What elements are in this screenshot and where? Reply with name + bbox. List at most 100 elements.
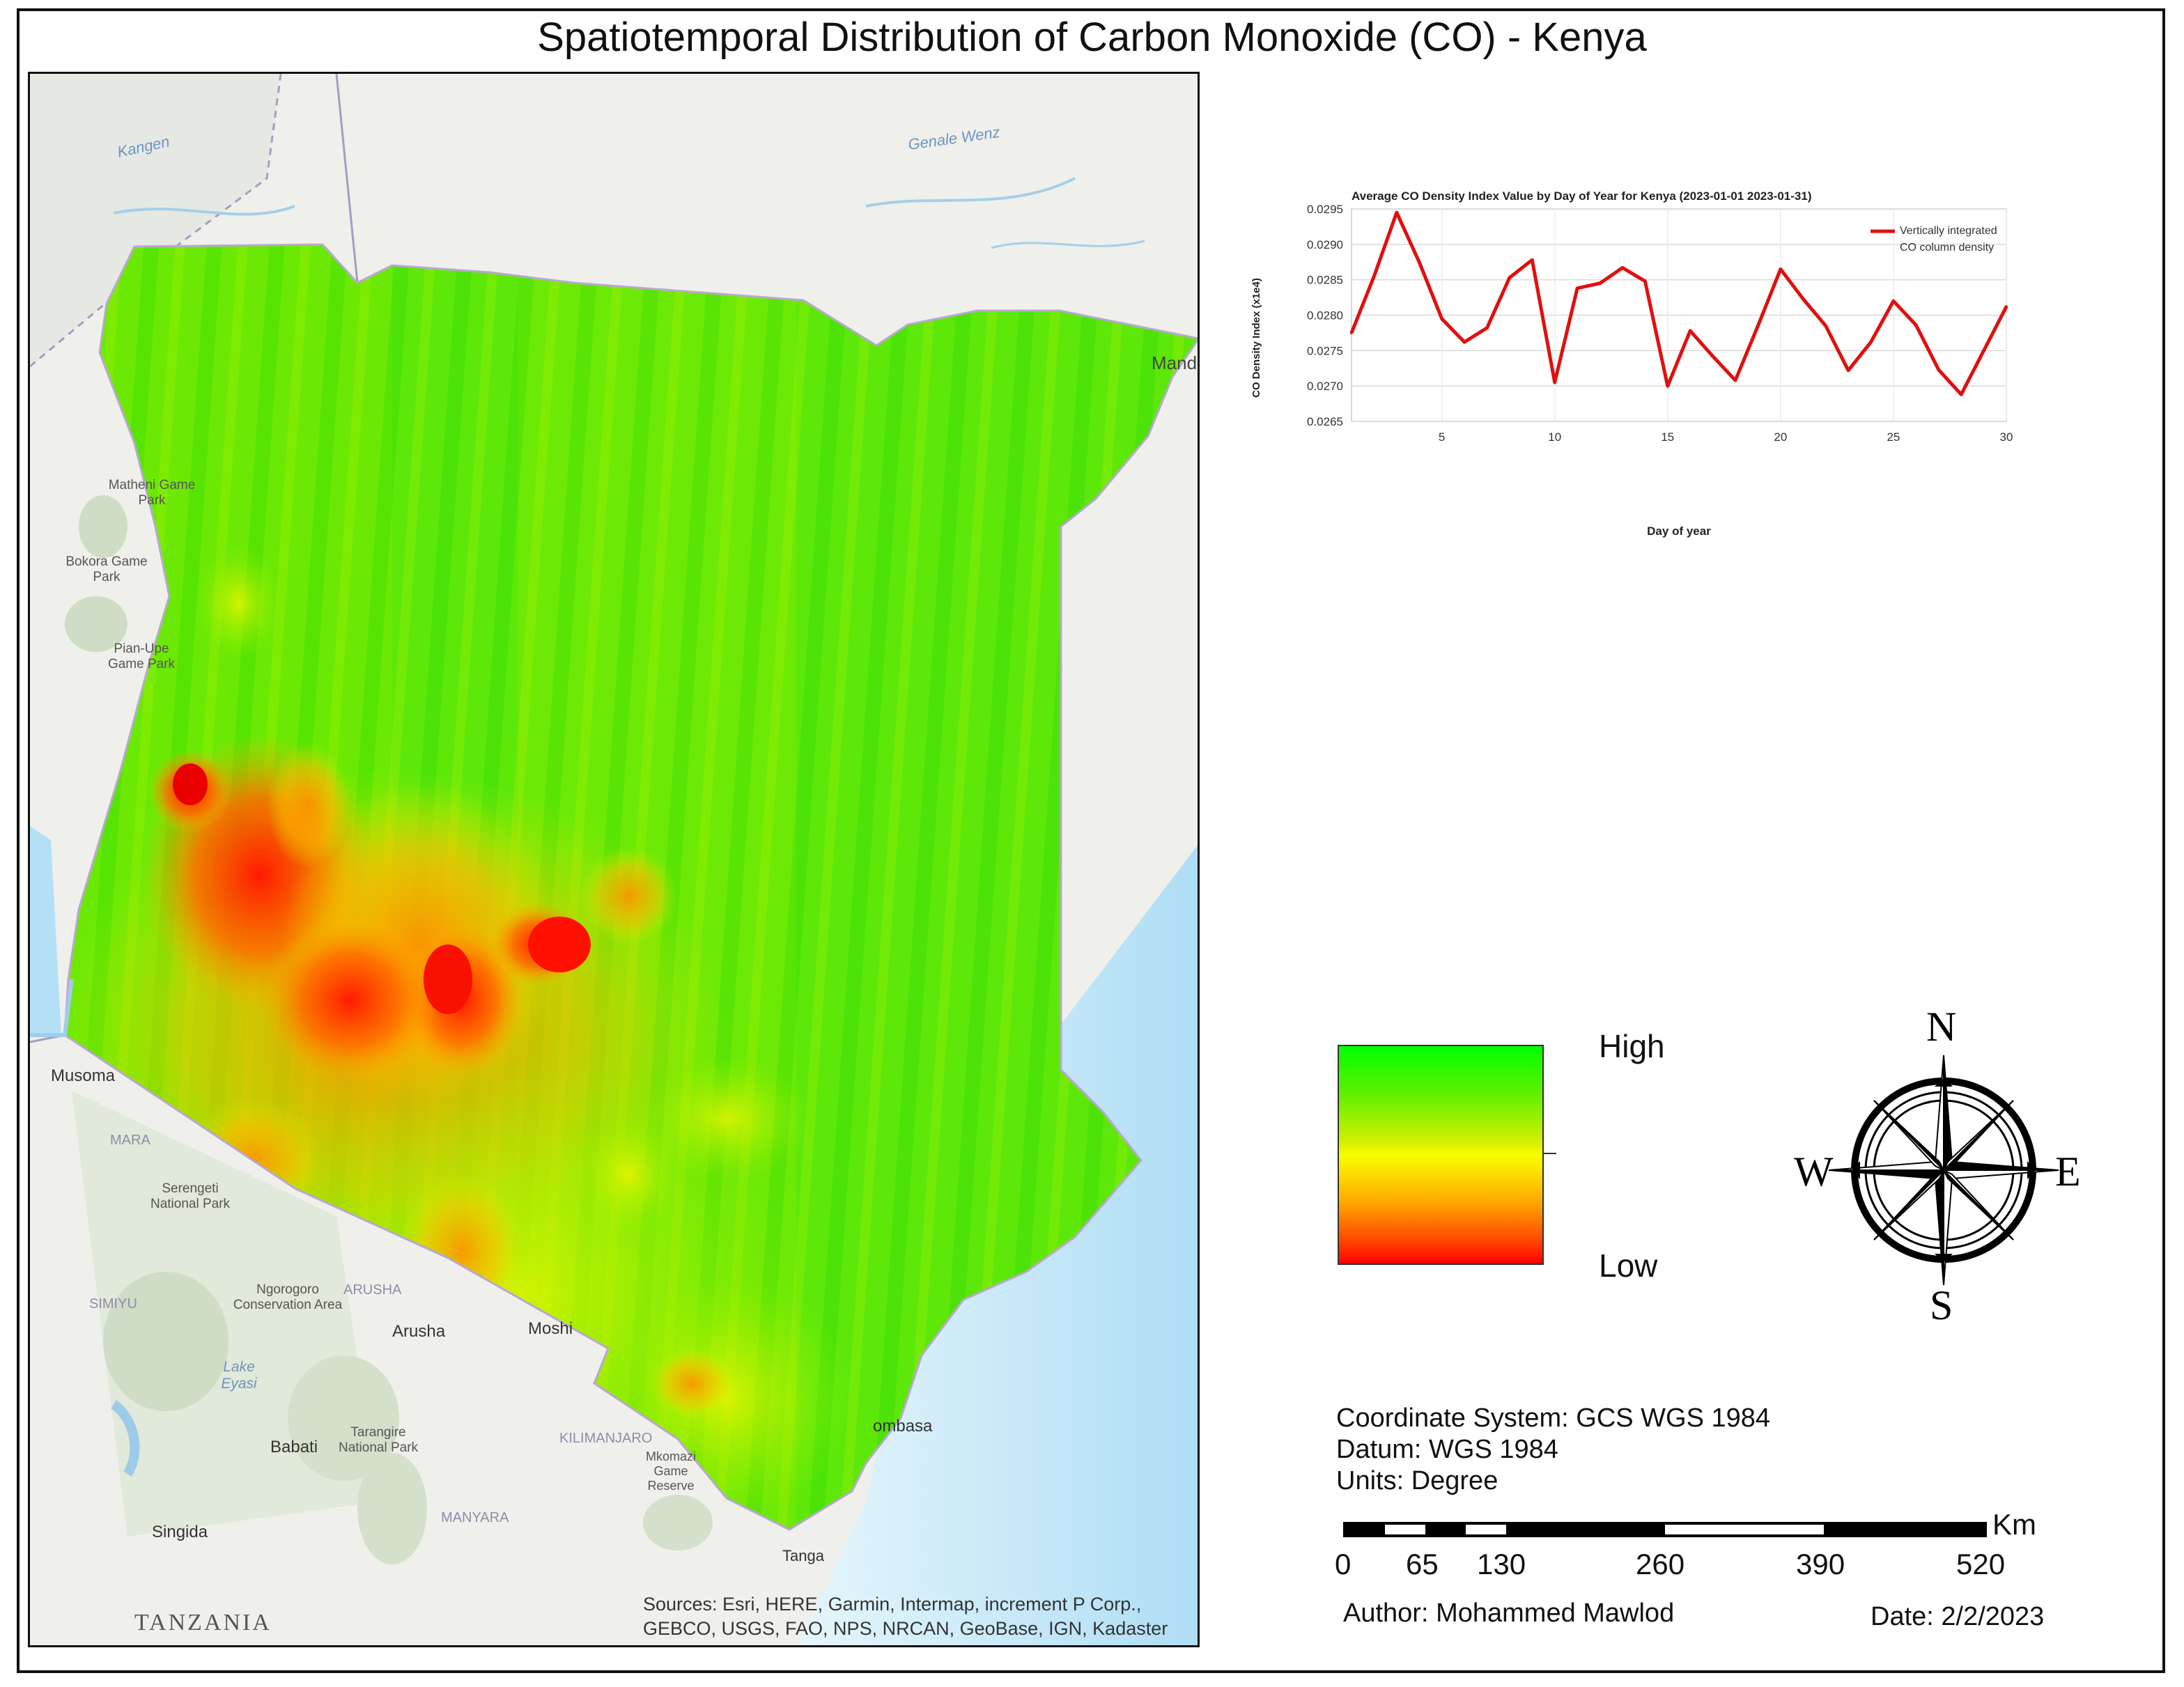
chart-data-point — [1847, 368, 1850, 372]
park-label-serengeti: Serengeti National Park — [150, 1181, 231, 1211]
chart-x-tick-label: 10 — [1548, 430, 1561, 444]
north-arrow: N S E W — [1794, 1004, 2090, 1328]
scale-label: 0 — [1335, 1548, 1352, 1580]
chart-data-point — [1982, 349, 1985, 352]
chart-data-point — [1643, 279, 1647, 283]
legend-series-name: Vertically integrated CO column density — [1900, 225, 1997, 254]
park-label-tarangire: Tarangire National Park — [338, 1425, 419, 1455]
region-label-kilimanjaro: KILIMANJARO — [559, 1431, 653, 1446]
chart-gridlines — [1351, 208, 2007, 422]
chart-y-tick-label: 0.0285 — [1307, 274, 1343, 287]
chart-data-point — [1553, 381, 1556, 384]
compass-north-label: N — [1926, 1004, 1957, 1050]
legend-mid-tick — [1544, 1153, 1556, 1154]
compass-east-label: E — [2055, 1149, 2081, 1195]
chart-data-point — [1485, 326, 1489, 329]
region-label-manyara: MANYARA — [441, 1510, 509, 1525]
map-title: Spatiotemporal Distribution of Carbon Mo… — [537, 15, 1647, 60]
scale-bar-segment — [1665, 1525, 1824, 1534]
park-label-bokora: Bokora Game Park — [65, 554, 148, 584]
co-line-chart: Average CO Density Index Value by Day of… — [1247, 181, 2013, 550]
country-label-tanzania: TANZANIA — [134, 1610, 272, 1635]
compass-south-label: S — [1930, 1282, 1953, 1328]
city-label-mombasa: ombasa — [873, 1417, 933, 1436]
city-label-singida: Singida — [152, 1523, 208, 1541]
chart-data-point — [1891, 300, 1895, 303]
lake-label-eyasi: Lake Eyasi — [221, 1359, 257, 1392]
chart-data-point — [1372, 274, 1376, 278]
scale-label: 260 — [1636, 1548, 1685, 1580]
chart-x-tick-label: 5 — [1439, 430, 1445, 444]
map-sources: Sources: Esri, HERE, Garmin, Intermap, i… — [643, 1594, 1191, 1645]
city-label-arusha: Arusha — [392, 1322, 446, 1341]
chart-data-point — [1598, 281, 1602, 285]
region-label-simiyu: SIMIYU — [89, 1296, 137, 1312]
chart-data-point — [1734, 379, 1737, 382]
legend-low-label: Low — [1599, 1247, 1658, 1284]
chart-data-point — [1869, 341, 1873, 344]
legend-color-ramp — [1338, 1045, 1544, 1265]
layout-frame — [17, 8, 2165, 1673]
chart-data-point — [1620, 266, 1624, 270]
scale-bar-segment — [1385, 1525, 1425, 1534]
chart-data-point — [1689, 329, 1692, 332]
chart-y-ticks: 0.0265 0.0270 0.0275 0.0280 0.0285 0.0290 0.02… — [1307, 203, 1343, 428]
map-canvas — [30, 74, 1198, 1645]
chart-data-point — [1395, 211, 1398, 215]
chart-data-point — [1756, 324, 1760, 327]
chart-x-tick-label: 25 — [1887, 430, 1900, 444]
chart-y-tick-label: 0.0275 — [1307, 344, 1343, 357]
chart-svg: Average CO Density Index Value by Day of… — [1250, 189, 2013, 538]
author-text: Author: Mohammed Mawlod — [1343, 1599, 1675, 1628]
date-text: Date: 2/2/2023 — [1871, 1602, 2045, 1631]
city-label-moshi: Moshi — [528, 1319, 573, 1338]
scale-label: 130 — [1477, 1548, 1526, 1580]
park-label-pian-upe: Pian-Upe Game Park — [107, 642, 176, 671]
chart-x-tick-label: 30 — [2000, 430, 2013, 444]
chart-data-point — [1350, 331, 1353, 334]
chart-x-tick-label: 20 — [1774, 430, 1787, 444]
region-label-mara: MARA — [110, 1133, 150, 1148]
chart-legend: Vertically integrated CO column density — [1900, 225, 1997, 254]
city-label-tanga: Tanga — [782, 1547, 824, 1564]
chart-y-tick-label: 0.0265 — [1307, 415, 1343, 428]
chart-data-point — [1914, 323, 1918, 327]
region-label-arusha: ARUSHA — [343, 1282, 402, 1298]
scale-unit-label: Km — [1992, 1508, 2036, 1541]
park-label-ngorongoro: Ngorogoro Conservation Area — [233, 1282, 343, 1312]
scale-label: 520 — [1956, 1548, 2006, 1580]
chart-data-point — [1440, 317, 1443, 320]
chart-data-point — [1779, 267, 1782, 271]
park-label-matheni: Matheni Game Park — [108, 478, 196, 508]
chart-data-point — [1463, 341, 1466, 344]
chart-data-point — [1824, 324, 1827, 327]
city-label-babati: Babati — [270, 1438, 318, 1456]
datum-text: Datum: WGS 1984 — [1336, 1435, 1558, 1464]
scale-label: 390 — [1796, 1548, 1845, 1580]
scale-bar-segment — [1466, 1525, 1506, 1534]
compass-west-label: W — [1794, 1149, 1834, 1195]
chart-data-point — [1666, 384, 1669, 388]
chart-y-tick-label: 0.0290 — [1307, 238, 1343, 251]
units-text: Units: Degree — [1336, 1466, 1498, 1495]
scale-bar — [1343, 1522, 1987, 1537]
chart-data-point — [1531, 258, 1534, 262]
chart-y-tick-label: 0.0280 — [1307, 309, 1343, 322]
map-view[interactable]: Kangen Genale Wenz Mand Matheni Game Par… — [28, 72, 1200, 1647]
chart-title: Average CO Density Index Value by Day of… — [1352, 189, 1812, 203]
coordinate-system-text: Coordinate System: GCS WGS 1984 — [1336, 1404, 1771, 1433]
chart-series — [1349, 210, 2008, 396]
chart-y-axis-label: CO Density Index (x1e4) — [1250, 278, 1262, 398]
chart-x-axis-label: Day of year — [1647, 524, 1711, 538]
chart-series-line — [1349, 210, 2008, 396]
park-label-mkomazi: Mkomazi Game Reserve — [645, 1449, 696, 1493]
chart-y-tick-label: 0.0295 — [1307, 203, 1343, 216]
chart-data-point — [1418, 261, 1421, 264]
compass-rose-icon — [1828, 1055, 2059, 1286]
chart-data-point — [1960, 393, 1963, 396]
scale-label: 65 — [1406, 1548, 1439, 1580]
chart-data-point — [1508, 276, 1511, 279]
chart-data-point — [1711, 355, 1714, 358]
chart-x-ticks: 5 10 15 20 25 30 — [1439, 430, 2013, 444]
chart-x-tick-label: 15 — [1661, 430, 1674, 444]
